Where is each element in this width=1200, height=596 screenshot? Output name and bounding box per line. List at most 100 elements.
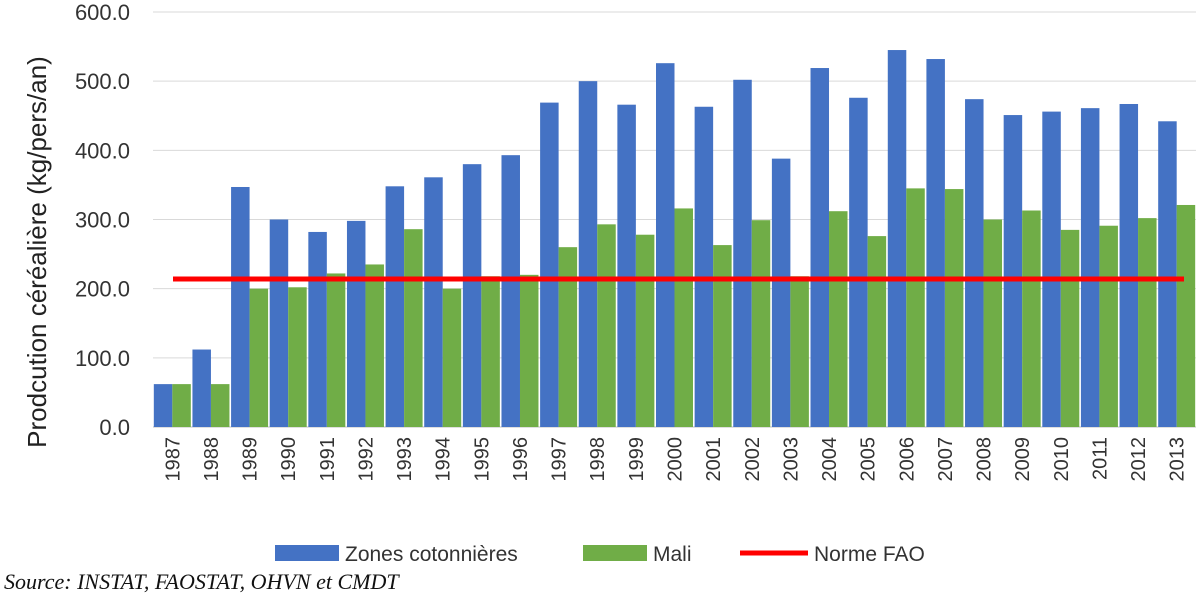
x-axis-ticks: 1987 1988 1989 1990 1991 1992 1993 1994 1995 1996… [162, 437, 1188, 482]
bar-zones-cotonnieres [849, 97, 868, 428]
bar-mali [288, 287, 307, 427]
x-tick-label: 2012 [1128, 437, 1150, 482]
x-tick-label: 1995 [471, 437, 493, 482]
bar-mali [944, 189, 964, 427]
bar-zones-cotonnieres [1158, 121, 1177, 428]
bar-mali [597, 224, 616, 427]
bar-zones-cotonnieres [308, 231, 327, 427]
bar-zones-cotonnieres [733, 79, 752, 428]
bar-zones-cotonnieres [1042, 111, 1061, 427]
x-tick-label: 1991 [317, 437, 339, 482]
x-tick-label: 2006 [896, 437, 918, 482]
y-tick-label: 500.0 [75, 69, 130, 94]
bar-mali [1176, 204, 1196, 427]
bar-zones-cotonnieres [656, 63, 675, 427]
bar-zones-cotonnieres [192, 349, 211, 427]
legend-swatch [583, 545, 647, 561]
bar-mali [867, 236, 887, 427]
x-tick-label: 1989 [240, 437, 262, 482]
bar-zones-cotonnieres [1119, 103, 1139, 427]
legend-label: Zones cotonnières [345, 543, 518, 566]
bar-mali [1060, 229, 1080, 427]
x-tick-label: 2013 [1167, 437, 1189, 482]
bar-mali [751, 220, 771, 427]
bar-mali [249, 288, 269, 427]
bar-mali [1138, 218, 1157, 427]
bar-zones-cotonnieres [269, 219, 289, 427]
x-tick-label: 1996 [510, 437, 532, 482]
bar-mali [635, 234, 655, 427]
bar-mali [713, 245, 732, 427]
x-tick-label: 2010 [1051, 437, 1073, 482]
x-tick-label: 2008 [974, 437, 996, 482]
bar-zones-cotonnieres [501, 155, 520, 428]
bar-zones-cotonnieres [231, 186, 250, 427]
x-tick-label: 1999 [626, 437, 648, 482]
bar-mali [442, 288, 462, 427]
x-tick-label: 1992 [355, 437, 377, 482]
x-tick-label: 1998 [587, 437, 609, 482]
y-tick-label: 0.0 [99, 415, 130, 440]
x-tick-label: 2004 [819, 437, 841, 482]
legend: Zones cotonnières Mali Norme FAO [275, 543, 925, 566]
bar-mali [674, 208, 693, 427]
bar-zones-cotonnieres [385, 186, 405, 427]
x-tick-label: 1988 [201, 437, 223, 482]
bar-zones-cotonnieres [694, 106, 714, 427]
bar-mali [326, 273, 346, 427]
bar-zones-cotonnieres [1080, 108, 1100, 428]
x-tick-label: 2005 [858, 437, 880, 482]
bar-mali [983, 219, 1003, 427]
bar-mali [172, 384, 191, 427]
y-tick-label: 400.0 [75, 138, 130, 163]
x-tick-label: 2007 [935, 437, 957, 482]
x-tick-label: 1993 [394, 437, 416, 482]
bar-zones-cotonnieres [617, 104, 636, 427]
bar-zones-cotonnieres [1003, 115, 1023, 427]
bar-zones-cotonnieres [926, 59, 945, 428]
bar-zones-cotonnieres [540, 102, 559, 427]
x-tick-label: 1990 [278, 437, 300, 482]
x-tick-label: 2001 [703, 437, 725, 482]
x-tick-label: 2000 [665, 437, 687, 482]
bar-mali [829, 211, 848, 427]
y-tick-label: 300.0 [75, 208, 130, 233]
x-tick-label: 2002 [742, 437, 764, 482]
legend-label: Norme FAO [814, 543, 925, 566]
bar-zones-cotonnieres [965, 99, 984, 428]
legend-label: Mali [653, 543, 692, 566]
bar-zones-cotonnieres [346, 220, 366, 427]
x-tick-label: 2003 [780, 437, 802, 482]
bar-mali [519, 274, 539, 427]
legend-swatch [275, 545, 339, 561]
bar-mali [404, 229, 423, 427]
source-note: Source: INSTAT, FAOSTAT, OHVN et CMDT [4, 569, 399, 594]
bar-mali [1022, 210, 1041, 427]
bar-zones-cotonnieres [578, 81, 598, 428]
bar-mali [481, 276, 500, 427]
x-tick-label: 1987 [162, 437, 184, 482]
bars [153, 50, 1196, 428]
bar-zones-cotonnieres [810, 68, 830, 428]
bar-zones-cotonnieres [771, 158, 791, 427]
y-axis-title: Prodcution céréalière (kg/pers/an) [22, 56, 52, 448]
bar-zones-cotonnieres [462, 164, 482, 427]
y-tick-label: 600.0 [75, 0, 130, 25]
bar-zones-cotonnieres [887, 50, 907, 428]
bar-mali [558, 247, 578, 427]
y-tick-label: 100.0 [75, 346, 130, 371]
x-tick-label: 2009 [1012, 437, 1034, 482]
bar-mali [365, 264, 384, 427]
bar-zones-cotonnieres [424, 177, 443, 427]
bar-zones-cotonnieres [153, 384, 173, 427]
bar-mali [1099, 225, 1118, 427]
bar-mali [906, 188, 925, 427]
x-tick-label: 2011 [1089, 437, 1111, 480]
bar-mali [790, 276, 809, 427]
bar-mali [210, 384, 230, 427]
x-tick-label: 1997 [549, 437, 571, 482]
x-tick-label: 1994 [433, 437, 455, 482]
y-tick-label: 200.0 [75, 277, 130, 302]
y-axis-ticks: 0.0 100.0 200.0 300.0 400.0 500.0 600.0 [75, 0, 130, 440]
